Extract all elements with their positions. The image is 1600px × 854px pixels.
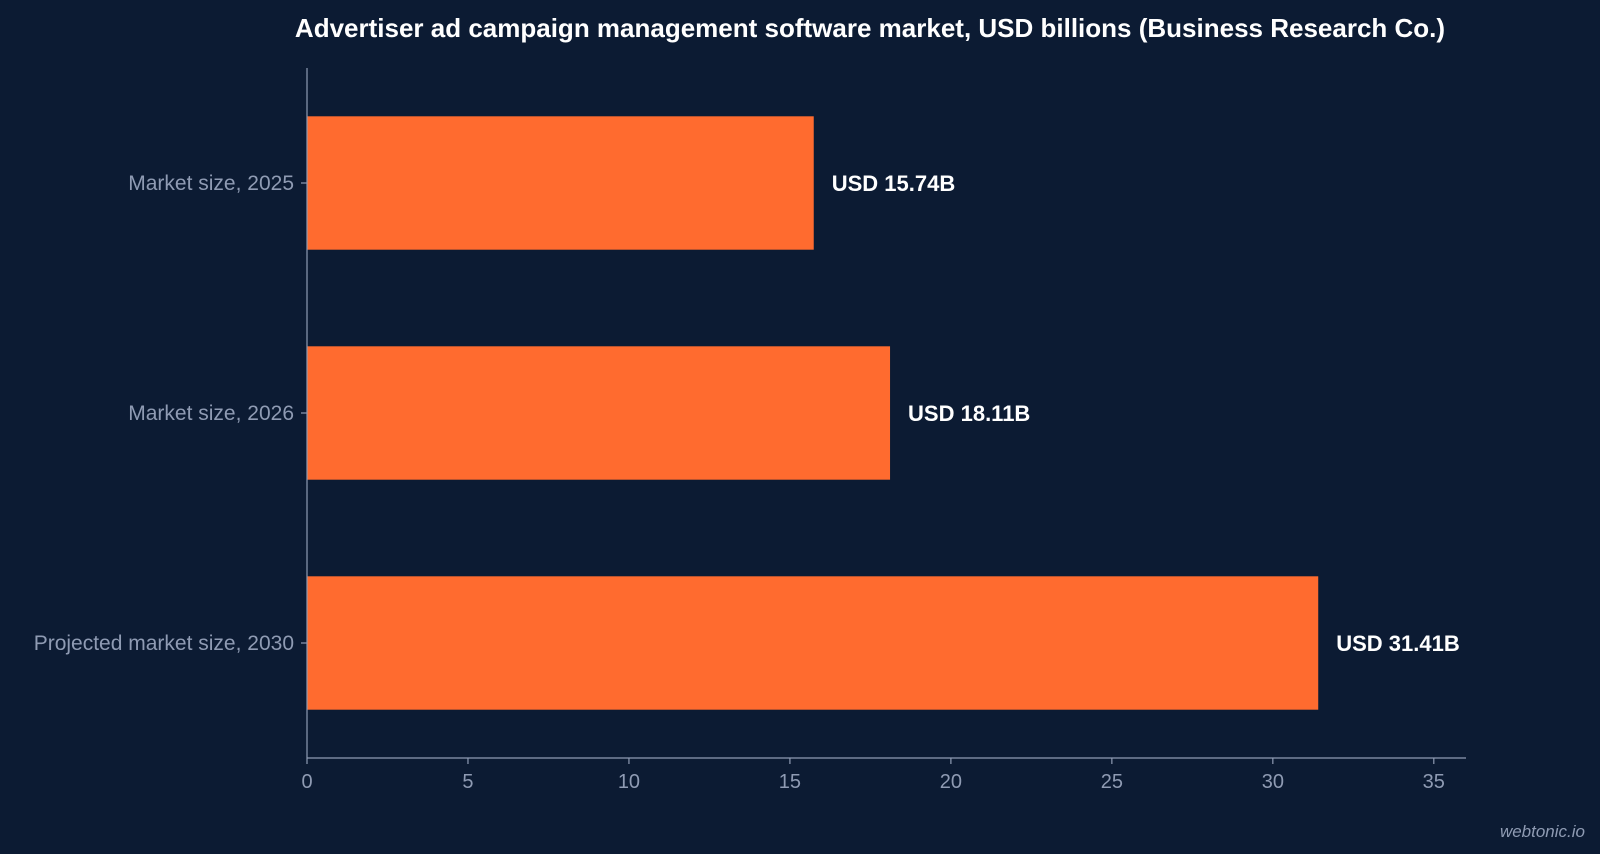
x-tick-label-7: 35 xyxy=(1423,771,1445,793)
x-tick-label-3: 15 xyxy=(779,771,801,793)
x-tick-label-4: 20 xyxy=(940,771,962,793)
data-label-0: USD 15.74B xyxy=(832,171,956,196)
axes-layer: Market size, 2025 Market size, 2026 Projec… xyxy=(34,68,1466,793)
category-label-2: Projected market size, 2030 xyxy=(34,632,294,655)
bars-layer: USD 15.74B USD 18.11B USD 31.41B xyxy=(307,116,1460,710)
watermark: webtonic.io xyxy=(1500,822,1585,841)
x-tick-label-0: 0 xyxy=(301,771,312,793)
x-tick-label-6: 30 xyxy=(1262,771,1284,793)
data-label-1: USD 18.11B xyxy=(908,401,1030,426)
category-label-0: Market size, 2025 xyxy=(128,172,294,195)
chart-title: Advertiser ad campaign management softwa… xyxy=(295,13,1445,43)
x-tick-label-1: 5 xyxy=(462,771,473,793)
bar-0 xyxy=(307,116,814,250)
x-tick-label-2: 10 xyxy=(618,771,640,793)
data-label-2: USD 31.41B xyxy=(1336,631,1460,656)
x-tick-label-5: 25 xyxy=(1101,771,1123,793)
bar-1 xyxy=(307,346,891,480)
bar-2 xyxy=(307,576,1319,710)
category-label-1: Market size, 2026 xyxy=(128,402,294,425)
